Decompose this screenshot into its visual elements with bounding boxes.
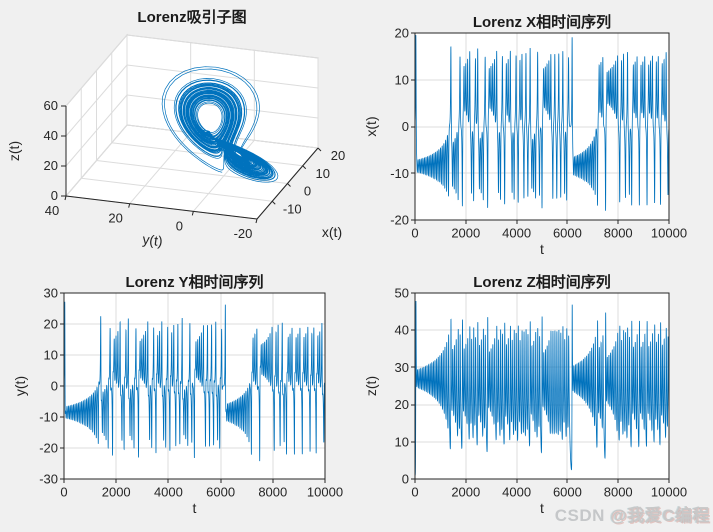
x-tick-label: 6000 bbox=[206, 485, 235, 500]
y-tick-label: 30 bbox=[395, 360, 409, 375]
x-tick-label: 0 bbox=[411, 226, 418, 241]
x-tick-label: 2000 bbox=[451, 226, 480, 241]
plot-title: Lorenz吸引子图 bbox=[137, 9, 246, 26]
watermark-handle: @我爱C编程 bbox=[610, 506, 710, 525]
y-axis-label: z(t) bbox=[363, 376, 379, 396]
watermark: CSDN @我爱C编程 bbox=[555, 501, 710, 526]
tick-marks bbox=[60, 292, 326, 483]
plot-z-series: 0 2000 4000 6000 8000 10000 0 10 20 30 40 50 Lorenz … bbox=[363, 273, 687, 516]
x-tick-label: 6000 bbox=[553, 226, 582, 241]
y-tick-label: -10 bbox=[39, 410, 58, 425]
x-tick-label: 4000 bbox=[502, 226, 531, 241]
x-tick-label: 10000 bbox=[651, 226, 687, 241]
y-axis-label: y(t) bbox=[12, 376, 28, 396]
axis-spines-3d bbox=[61, 105, 322, 224]
y-tick-label: 10 bbox=[395, 434, 409, 449]
x-tick-label: 8000 bbox=[604, 485, 633, 500]
x-tick-label: 0 bbox=[411, 485, 418, 500]
y-tick-label: 0 bbox=[176, 218, 183, 233]
z-axis-label: z(t) bbox=[6, 141, 22, 161]
x-tick-label: 4000 bbox=[154, 485, 183, 500]
z-tick-label: 60 bbox=[44, 98, 58, 113]
y-tick-label: 20 bbox=[44, 317, 58, 332]
y-tick-label: 10 bbox=[395, 72, 409, 87]
plot-y-series: 0 2000 4000 6000 8000 10000 -30 -20 -10 0 10 20 30 Lo… bbox=[12, 273, 343, 516]
y-tick-label: 10 bbox=[44, 348, 58, 363]
plot-title: Lorenz Z相时间序列 bbox=[473, 273, 611, 291]
axes-box bbox=[414, 292, 670, 480]
attractor-line bbox=[161, 66, 279, 183]
plot-title: Lorenz X相时间序列 bbox=[473, 13, 611, 31]
z-tick-label: 20 bbox=[44, 158, 58, 173]
x-tick-label: 2000 bbox=[451, 485, 480, 500]
y-tick-label: -20 bbox=[390, 213, 409, 228]
x-tick-label: 10000 bbox=[651, 485, 687, 500]
x-tick-label: 0 bbox=[60, 485, 67, 500]
x-tick-label: 6000 bbox=[553, 485, 582, 500]
x-tick-label: 0 bbox=[304, 184, 311, 199]
y-tick-label: 20 bbox=[108, 211, 122, 226]
x-tick-label: 10 bbox=[316, 166, 330, 181]
x-axis-label: t bbox=[193, 500, 197, 516]
x-tick-label: 4000 bbox=[502, 485, 531, 500]
x-tick-label: 8000 bbox=[258, 485, 287, 500]
x-tick-label: -10 bbox=[283, 201, 302, 216]
y-tick-label: 50 bbox=[395, 286, 409, 301]
tick-marks bbox=[411, 32, 670, 224]
x-axis-label: t bbox=[540, 241, 544, 257]
x-tick-label: 2000 bbox=[102, 485, 131, 500]
y-tick-label: -10 bbox=[390, 166, 409, 181]
series-line-x bbox=[415, 35, 669, 211]
y-tick-label: 20 bbox=[395, 26, 409, 41]
y-tick-label: 40 bbox=[395, 323, 409, 338]
y-tick-label: 0 bbox=[51, 379, 58, 394]
x-axis-label: x(t) bbox=[322, 224, 342, 240]
x-axis-label: t bbox=[540, 500, 544, 516]
y-axis-label: y(t) bbox=[142, 231, 164, 249]
tick-marks bbox=[411, 292, 670, 483]
y-tick-label: -30 bbox=[39, 472, 58, 487]
y-tick-label: -20 bbox=[39, 441, 58, 456]
y-tick-label: 0 bbox=[402, 119, 409, 134]
plot-title: Lorenz Y相时间序列 bbox=[125, 273, 263, 291]
y-tick-label: 40 bbox=[45, 203, 59, 218]
x-tick-label: 8000 bbox=[604, 226, 633, 241]
y-tick-label: -20 bbox=[234, 226, 253, 241]
y-tick-label: 20 bbox=[395, 397, 409, 412]
y-tick-label: 0 bbox=[402, 472, 409, 487]
plot-x-series: 0 2000 4000 6000 8000 10000 -20 -10 0 10 20 Lorenz … bbox=[363, 13, 687, 257]
series-line-z bbox=[415, 301, 669, 476]
z-tick-label: 0 bbox=[51, 188, 58, 203]
x-tick-label: 20 bbox=[331, 148, 345, 163]
watermark-brand: CSDN bbox=[554, 506, 611, 525]
series-line-y bbox=[64, 301, 325, 462]
y-tick-label: 30 bbox=[44, 286, 58, 301]
x-tick-label: 10000 bbox=[307, 485, 343, 500]
y-axis-label: x(t) bbox=[363, 116, 379, 136]
z-tick-label: 40 bbox=[44, 128, 58, 143]
plot-attractor-3d: 40200-20-10010200204060Lorenz吸引子图x(t)y(t… bbox=[6, 9, 345, 249]
